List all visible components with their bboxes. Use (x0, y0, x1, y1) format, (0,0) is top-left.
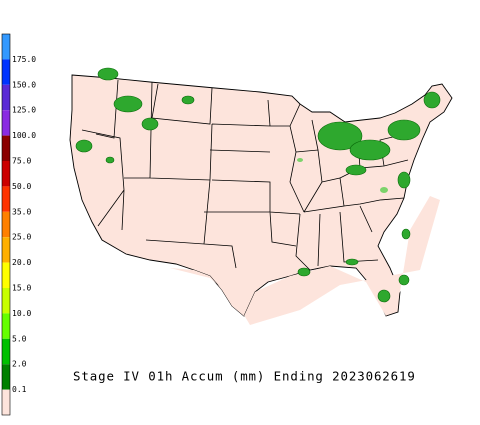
legend-label: 100.0 (12, 131, 36, 140)
legend-label: 0.1 (12, 385, 27, 394)
legend-swatch (2, 84, 10, 111)
legend-swatch (2, 237, 10, 263)
legend-label: 15.0 (12, 284, 31, 293)
legend-label: 25.0 (12, 233, 31, 242)
legend-swatch (2, 313, 10, 339)
legend-swatch (2, 59, 10, 85)
legend-label: 35.0 (12, 207, 31, 216)
precipitation (75, 67, 441, 303)
map-caption: Stage IV 01h Accum (mm) Ending 202306261… (73, 369, 416, 384)
legend-label: 10.0 (12, 309, 31, 318)
color-legend: 175.0 150.0 125.0 100.0 75.0 50.0 35.0 25.0 20.0… (1, 33, 36, 416)
legend-swatch (2, 364, 10, 390)
legend-label: 50.0 (12, 182, 31, 191)
legend-label: 125.0 (12, 106, 36, 115)
legend-swatch (2, 110, 10, 136)
legend-swatch (2, 288, 10, 314)
legend-swatch (2, 186, 10, 212)
legend-label: 2.0 (12, 360, 27, 369)
legend-label: 20.0 (12, 258, 31, 267)
legend-frame (1, 33, 11, 416)
legend-swatch (2, 161, 10, 187)
legend-swatch (2, 211, 10, 238)
legend-swatch (2, 389, 10, 415)
legend-swatch (2, 338, 10, 365)
legend-label: 175.0 (12, 55, 36, 64)
legend-swatch (2, 262, 10, 288)
legend-label: 75.0 (12, 157, 31, 166)
legend-label: 150.0 (12, 80, 36, 89)
legend-swatch (2, 135, 10, 161)
legend-swatch (2, 34, 10, 60)
state-borders (81, 79, 415, 271)
legend-label: 5.0 (12, 334, 27, 343)
